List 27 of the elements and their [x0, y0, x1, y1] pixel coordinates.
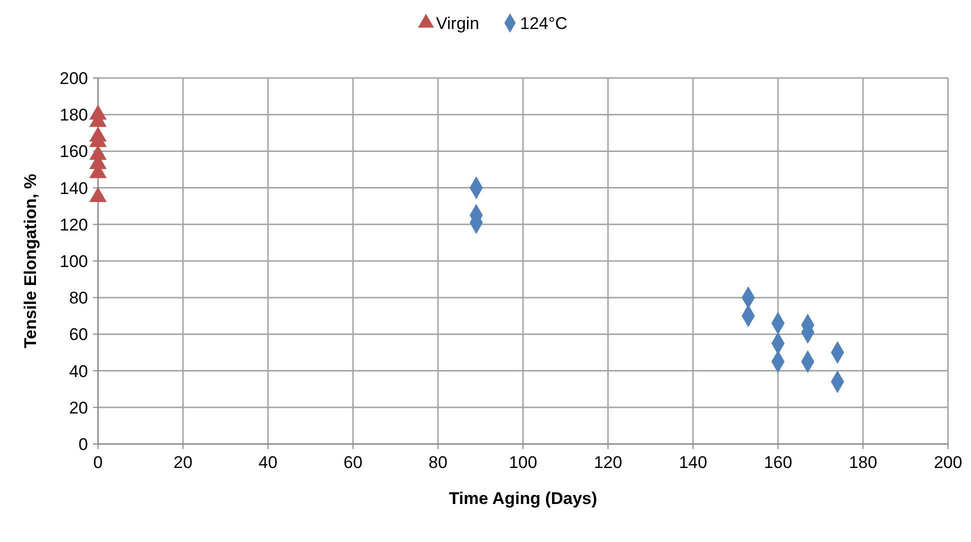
x-tick-label: 160: [764, 453, 792, 472]
y-tick-label: 40: [69, 362, 88, 381]
y-tick-label: 80: [69, 288, 88, 308]
x-axis-title: Time Aging (Days): [448, 489, 598, 508]
x-tick-label: 120: [594, 453, 622, 472]
x-tick-label: 200: [934, 453, 962, 472]
x-tick-label: 80: [428, 453, 448, 472]
x-tick-label: 0: [93, 453, 103, 472]
legend-label: 124°C: [520, 14, 568, 33]
x-tick-label: 140: [678, 453, 708, 472]
x-tick-label: 100: [508, 453, 538, 472]
y-tick-label: 20: [69, 398, 88, 418]
x-tick-label: 40: [258, 453, 278, 472]
y-tick-label: 60: [69, 325, 88, 344]
x-tick-label: 180: [848, 453, 878, 472]
y-tick-label: 120: [60, 215, 88, 234]
y-tick-label: 180: [60, 106, 88, 125]
point: [89, 186, 107, 202]
x-tick-label: 60: [344, 453, 362, 472]
y-tick-label: 100: [60, 252, 88, 271]
y-tick-label: 160: [60, 142, 88, 162]
y-axis-title: Tensile Elongation, %: [21, 174, 40, 348]
x-tick-label: 20: [174, 453, 192, 472]
y-tick-label: 140: [60, 178, 88, 198]
y-tick-label: 200: [60, 69, 88, 88]
legend-label: Virgin: [436, 14, 480, 33]
y-tick-label: 0: [78, 435, 88, 454]
